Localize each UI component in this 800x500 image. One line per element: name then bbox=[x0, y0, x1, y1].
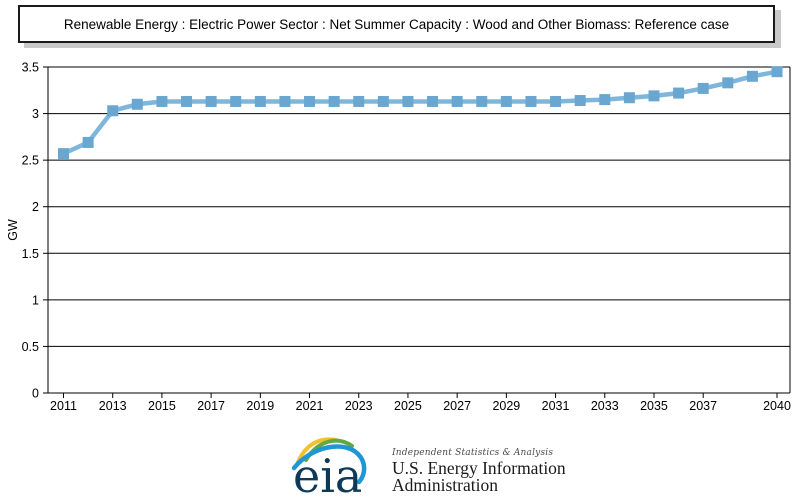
x-tick-label: 2031 bbox=[542, 399, 570, 413]
data-point bbox=[82, 136, 94, 148]
y-tick-label: 3.5 bbox=[22, 61, 39, 75]
data-point bbox=[623, 92, 635, 104]
data-point bbox=[697, 82, 709, 94]
data-point bbox=[58, 148, 69, 160]
x-tick-label: 2029 bbox=[492, 399, 520, 413]
data-point bbox=[156, 95, 168, 107]
x-tick-label: 2040 bbox=[763, 399, 791, 413]
x-tick-label: 2033 bbox=[591, 399, 619, 413]
data-point bbox=[599, 94, 611, 106]
y-axis-title: GW bbox=[6, 219, 20, 241]
data-point bbox=[427, 95, 439, 107]
data-point bbox=[304, 95, 316, 107]
data-point bbox=[328, 95, 340, 107]
data-point bbox=[402, 95, 414, 107]
org-name-line2: Administration bbox=[392, 475, 498, 495]
data-point bbox=[673, 87, 685, 99]
x-tick-label: 2025 bbox=[394, 399, 422, 413]
data-point bbox=[648, 90, 660, 102]
data-point bbox=[205, 95, 217, 107]
data-point bbox=[771, 66, 783, 78]
x-tick-label: 2013 bbox=[99, 399, 127, 413]
data-point bbox=[722, 77, 734, 89]
data-point bbox=[550, 95, 562, 107]
x-tick-label: 2011 bbox=[50, 399, 77, 413]
data-point bbox=[181, 95, 193, 107]
data-point bbox=[107, 105, 119, 117]
x-tick-label: 2023 bbox=[345, 399, 373, 413]
chart-title: Renewable Energy : Electric Power Sector… bbox=[18, 5, 775, 43]
data-point bbox=[500, 95, 512, 107]
logo-tagline: Independent Statistics & Analysis bbox=[392, 448, 554, 458]
x-tick-label: 2015 bbox=[148, 399, 176, 413]
data-point bbox=[574, 95, 586, 107]
logo-wordmark: eia bbox=[293, 449, 362, 498]
data-point bbox=[353, 95, 365, 107]
y-tick-label: 1.5 bbox=[22, 247, 39, 261]
logo-text-block: Independent Statistics & Analysis U.S. E… bbox=[392, 434, 566, 494]
x-tick-label: 2037 bbox=[689, 399, 717, 413]
data-point bbox=[525, 95, 537, 107]
data-line bbox=[62, 69, 778, 156]
data-point bbox=[254, 95, 266, 107]
logo-swoosh-blue bbox=[292, 444, 367, 485]
x-tick-label: 2035 bbox=[640, 399, 668, 413]
data-point bbox=[279, 95, 291, 107]
y-tick-label: 0.5 bbox=[22, 340, 39, 354]
y-tick-label: 0 bbox=[32, 387, 39, 401]
data-point bbox=[377, 95, 389, 107]
x-tick-label: 2021 bbox=[296, 399, 324, 413]
x-tick-label: 2027 bbox=[443, 399, 471, 413]
org-name-line1: U.S. Energy Information bbox=[392, 458, 566, 478]
y-tick-label: 1 bbox=[32, 293, 39, 307]
x-tick-label: 2017 bbox=[197, 399, 225, 413]
data-point bbox=[451, 95, 463, 107]
data-point bbox=[230, 95, 242, 107]
eia-logo-mark: eia bbox=[292, 437, 367, 498]
y-tick-label: 2 bbox=[32, 200, 39, 214]
data-point bbox=[476, 95, 488, 107]
chart-svg: 0 0.5 1 1.5 2 2.5 3 3.5 2011 2013 2015 2017 2019 2021… bbox=[6, 61, 791, 414]
x-tick-label: 2019 bbox=[246, 399, 274, 413]
y-tick-label: 2.5 bbox=[22, 154, 39, 168]
data-point bbox=[746, 70, 758, 82]
eia-logo: eia Independent Statistics & Analysis U.… bbox=[292, 434, 566, 498]
data-point bbox=[131, 98, 143, 110]
y-tick-label: 3 bbox=[32, 107, 39, 121]
